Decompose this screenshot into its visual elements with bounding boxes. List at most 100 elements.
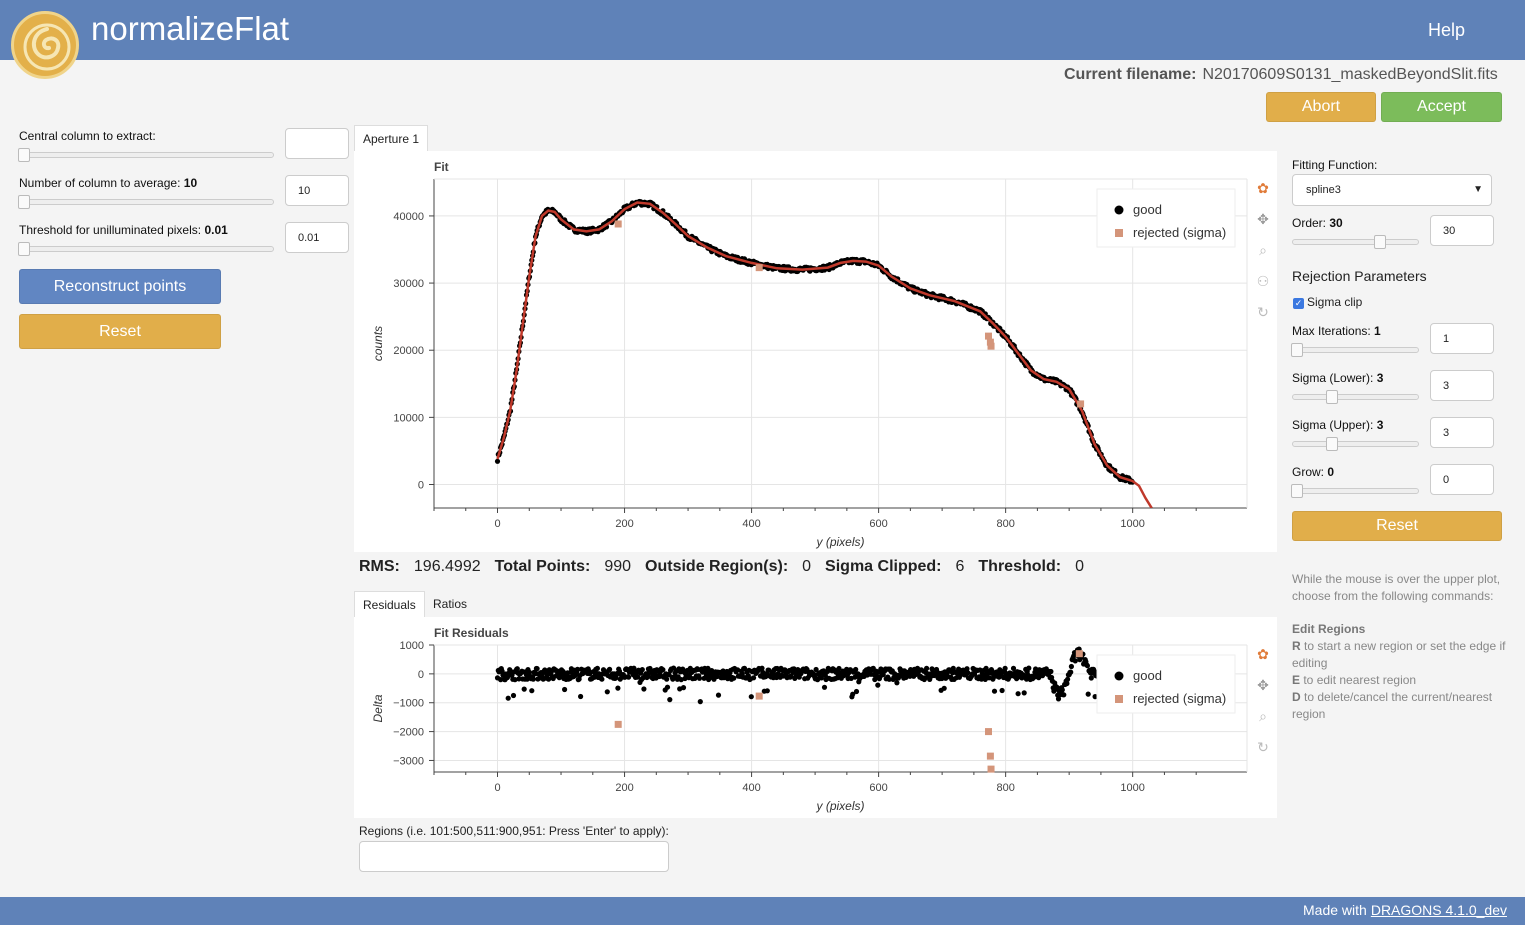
good-point xyxy=(821,684,828,690)
good-point xyxy=(1068,669,1074,675)
num-columns-bold-value: 10 xyxy=(183,176,198,190)
good-point xyxy=(696,675,703,681)
good-point xyxy=(664,676,670,682)
good-point xyxy=(1065,676,1071,682)
accept-button[interactable]: Accept xyxy=(1381,92,1502,122)
threshold-input[interactable]: 0.01 xyxy=(285,222,349,253)
rejected-point xyxy=(1075,650,1083,658)
x-tick-label: 800 xyxy=(996,518,1014,530)
tab-aperture-1[interactable]: Aperture 1 xyxy=(354,125,429,151)
rejected-point xyxy=(984,728,992,736)
slider-handle[interactable] xyxy=(18,242,30,256)
bokeh-logo-icon[interactable]: ✿ xyxy=(1257,180,1269,196)
slider-handle[interactable] xyxy=(1291,484,1303,498)
central-column-input[interactable] xyxy=(285,128,349,159)
good-point xyxy=(1064,680,1070,687)
pan-tool-icon[interactable]: ✥ xyxy=(1257,211,1269,227)
box-zoom-icon[interactable]: ⌕ xyxy=(1259,708,1267,724)
box-zoom-icon[interactable]: ⌕ xyxy=(1259,242,1267,258)
abort-button[interactable]: Abort xyxy=(1266,92,1376,122)
reconstruct-points-button[interactable]: Reconstruct points xyxy=(19,269,221,304)
good-point xyxy=(1054,684,1060,690)
regions-input[interactable] xyxy=(359,841,669,872)
good-point xyxy=(680,685,687,691)
y-tick-label: 0 xyxy=(418,480,424,492)
x-tick-label: 200 xyxy=(615,518,633,530)
good-point xyxy=(574,666,581,672)
footer-text: Made with DRAGONS 4.1.0_dev xyxy=(1303,902,1507,918)
good-point xyxy=(813,666,819,673)
good-point xyxy=(512,677,518,683)
fitting-function-select[interactable]: spline3 ▼ xyxy=(1292,174,1492,206)
threshold-slider[interactable] xyxy=(18,242,274,256)
rejection-parameters-title: Rejection Parameters xyxy=(1292,268,1427,284)
good-point xyxy=(850,691,856,697)
good-point xyxy=(1085,691,1091,697)
sigma-lower-slider[interactable] xyxy=(1292,390,1419,404)
reset-button[interactable]: Reset xyxy=(19,314,221,349)
rejected-point xyxy=(986,752,994,760)
good-point xyxy=(1015,691,1021,697)
good-point xyxy=(660,667,666,673)
threshold-bold-value: 0.01 xyxy=(204,223,228,237)
grow-input[interactable]: 0 xyxy=(1430,464,1494,495)
max-iterations-bold-value: 1 xyxy=(1374,324,1381,338)
y-tick-label: −3000 xyxy=(393,755,424,767)
chevron-down-icon: ▼ xyxy=(1473,184,1483,195)
fitting-function-value: spline3 xyxy=(1306,184,1341,196)
order-slider[interactable] xyxy=(1292,235,1419,249)
y-tick-label: 10000 xyxy=(393,412,424,424)
reset-icon[interactable]: ↻ xyxy=(1257,304,1269,320)
fit-curve xyxy=(496,201,1153,508)
slider-handle[interactable] xyxy=(1325,390,1338,404)
sigma-upper-slider[interactable] xyxy=(1292,437,1419,451)
slider-handle[interactable] xyxy=(1291,343,1303,357)
y-tick-label: 0 xyxy=(418,669,424,681)
help-e: E to edit nearest region xyxy=(1292,672,1507,689)
total-points-value: 990 xyxy=(604,558,632,575)
y-tick-label: 30000 xyxy=(393,278,424,290)
good-point xyxy=(751,675,757,681)
sigma-upper-input[interactable]: 3 xyxy=(1430,417,1494,448)
bokeh-logo-icon[interactable]: ✿ xyxy=(1257,646,1269,662)
slider-handle[interactable] xyxy=(18,148,30,162)
tab-residuals[interactable]: Residuals xyxy=(354,591,425,617)
legend-good-marker xyxy=(1114,671,1124,681)
help-link[interactable]: Help xyxy=(1428,20,1466,40)
slider-handle[interactable] xyxy=(1325,437,1338,451)
dragons-link[interactable]: DRAGONS 4.1.0_dev xyxy=(1370,902,1507,918)
max-iterations-slider[interactable] xyxy=(1291,343,1419,357)
num-columns-input[interactable]: 10 xyxy=(285,175,349,206)
tab-ratios[interactable]: Ratios xyxy=(433,597,468,611)
slider-handle[interactable] xyxy=(1373,235,1386,249)
good-point xyxy=(645,671,651,677)
fit-plot-panel[interactable]: Fit 0 200 400 600 800 1000 0 10000 20000 30000 4000… xyxy=(354,151,1277,552)
good-point xyxy=(504,674,510,681)
good-point xyxy=(635,674,641,680)
wheel-zoom-icon[interactable]: ⚇ xyxy=(1257,273,1270,289)
good-point xyxy=(886,676,892,682)
legend-good-label: good xyxy=(1133,202,1162,217)
filename-value: N20170609S0131_maskedBeyondSlit.fits xyxy=(1202,66,1498,83)
residuals-plot[interactable]: Fit Residuals 0 200 400 600 800 1000 1000 0 −1000… xyxy=(354,617,1277,818)
sigma-lower-input[interactable]: 3 xyxy=(1430,370,1494,401)
reset-fit-button[interactable]: Reset xyxy=(1292,511,1502,541)
num-columns-slider[interactable] xyxy=(18,195,274,209)
plot-title: Fit xyxy=(434,160,449,174)
pan-tool-icon[interactable]: ✥ xyxy=(1257,677,1269,693)
residuals-plot-panel[interactable]: Fit Residuals 0 200 400 600 800 1000 1000 0 −1000… xyxy=(354,617,1277,818)
order-input[interactable]: 30 xyxy=(1430,215,1494,246)
sigma-clip-checkbox[interactable]: ✓ xyxy=(1293,298,1304,309)
max-iterations-input[interactable]: 1 xyxy=(1430,323,1494,354)
legend-rejected-label: rejected (sigma) xyxy=(1133,225,1226,240)
grow-slider[interactable] xyxy=(1291,484,1419,498)
central-column-slider[interactable] xyxy=(18,148,274,162)
reset-icon[interactable]: ↻ xyxy=(1257,739,1269,755)
threshold-stat-label: Threshold: xyxy=(978,558,1062,575)
footer-made-with: Made with xyxy=(1303,902,1367,918)
good-point xyxy=(626,674,632,680)
slider-handle[interactable] xyxy=(18,195,30,209)
good-point xyxy=(505,695,511,701)
good-point xyxy=(1002,665,1008,671)
